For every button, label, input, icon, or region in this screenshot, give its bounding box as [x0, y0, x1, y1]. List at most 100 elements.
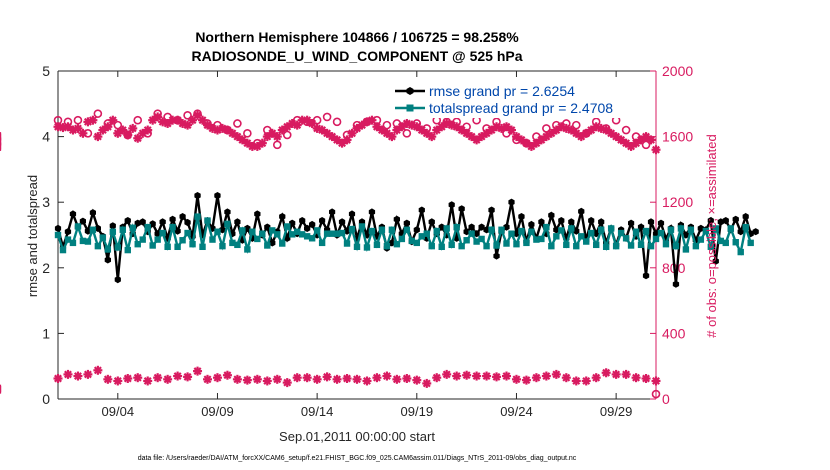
obs-assimilated-point: [128, 123, 138, 133]
obs-low-point: [153, 373, 163, 383]
spread-point: [264, 242, 271, 249]
rmse-point: [593, 230, 600, 238]
spread-point: [558, 227, 565, 234]
rmse-point: [94, 224, 101, 232]
obs-low-point: [242, 375, 252, 385]
obs-low-point: [551, 369, 561, 379]
rmse-point: [194, 192, 201, 200]
spread-point: [159, 229, 166, 237]
spread-point: [104, 246, 112, 253]
obs-low-point: [412, 375, 422, 385]
obs-assimilated-point: [203, 120, 212, 130]
x-axis-label: Sep.01,2011 00:00:00 start: [279, 429, 435, 444]
rmse-point: [732, 215, 739, 223]
rmse-point: [682, 231, 689, 239]
obs-possible-point: [143, 129, 152, 138]
rmse-point: [528, 220, 535, 229]
spread-point: [363, 244, 371, 251]
spread-point: [727, 225, 734, 232]
spread-point: [79, 237, 87, 245]
obs-low-point: [262, 376, 272, 386]
spread-point: [473, 238, 480, 245]
obs-possible-point: [352, 120, 362, 130]
spread-point: [453, 223, 460, 231]
obs-assimilated-point: [427, 132, 437, 142]
spread-point: [632, 228, 640, 235]
rmse-point: [468, 223, 475, 231]
spread-point: [279, 240, 286, 247]
spread-point: [179, 237, 186, 244]
x-tick-label: 09/29: [600, 404, 633, 419]
spread-point: [662, 240, 670, 248]
obs-assimilated-point: [88, 115, 98, 125]
obs-low-point: [452, 371, 462, 381]
rmse-point: [109, 222, 116, 230]
obs-possible-point: [332, 117, 342, 127]
obs-low-point: [312, 374, 322, 384]
obs-low-point: [511, 374, 521, 384]
rmse-point: [478, 223, 485, 231]
obs-possible-point: [282, 130, 292, 140]
spread-point: [199, 243, 206, 251]
spread-point: [667, 226, 675, 233]
obs-low-point: [591, 373, 601, 383]
rmse-point: [588, 217, 595, 225]
spread-point: [313, 227, 321, 234]
rmse-point: [343, 227, 351, 235]
y-left-tick-label: 4: [42, 129, 50, 145]
spread-point: [508, 230, 515, 237]
spread-point: [154, 236, 161, 243]
obs-possible-point: [63, 117, 73, 127]
obs-possible-point: [233, 119, 242, 128]
rmse-point: [413, 226, 420, 234]
spread-point: [164, 243, 171, 251]
spread-point: [318, 239, 326, 247]
rmse-point: [637, 223, 645, 231]
obs-possible-point: [173, 115, 182, 125]
rmse-point: [84, 227, 91, 235]
y-right-tick-label: 2000: [662, 63, 693, 79]
rmse-point: [139, 218, 146, 226]
rmse-point: [179, 213, 186, 221]
obs-low-point: [222, 370, 232, 380]
obs-low-point: [183, 372, 193, 382]
spread-point: [672, 242, 680, 250]
obs-low-point: [382, 371, 392, 381]
rmse-point: [224, 208, 231, 216]
spread-point: [742, 223, 749, 231]
legend-marker: [406, 87, 414, 95]
y-axis-left-label: rmse and totalspread: [25, 175, 40, 297]
rmse-point: [458, 205, 465, 213]
rmse-point: [712, 257, 719, 265]
rmse-point: [269, 239, 276, 247]
obs-low-point: [63, 369, 73, 379]
spread-point: [94, 242, 102, 250]
rmse-point: [69, 210, 77, 218]
y-right-tick-label: 0: [662, 391, 670, 407]
rmse-point: [508, 198, 515, 206]
rmse-point: [159, 218, 166, 226]
rmse-point: [279, 213, 286, 221]
obs-possible-point: [392, 119, 402, 128]
obs-possible-point: [571, 120, 581, 130]
obs-possible-point: [123, 130, 133, 140]
rmse-point: [64, 228, 72, 236]
obs-possible-point: [412, 119, 422, 128]
spread-point: [169, 223, 176, 231]
spread-point: [284, 223, 291, 230]
obs-assimilated-point: [432, 125, 442, 135]
rmse-point: [124, 217, 131, 225]
spread-point: [493, 242, 500, 249]
obs-possible-point: [591, 117, 601, 127]
spread-point: [328, 230, 336, 237]
spread-point: [548, 242, 555, 250]
spread-point: [74, 223, 82, 230]
spread-point: [343, 240, 351, 247]
rmse-point: [448, 201, 455, 209]
rmse-point: [647, 218, 655, 226]
obs-possible-point: [482, 124, 491, 133]
rmse-point: [104, 256, 111, 264]
rmse-point: [568, 218, 575, 226]
